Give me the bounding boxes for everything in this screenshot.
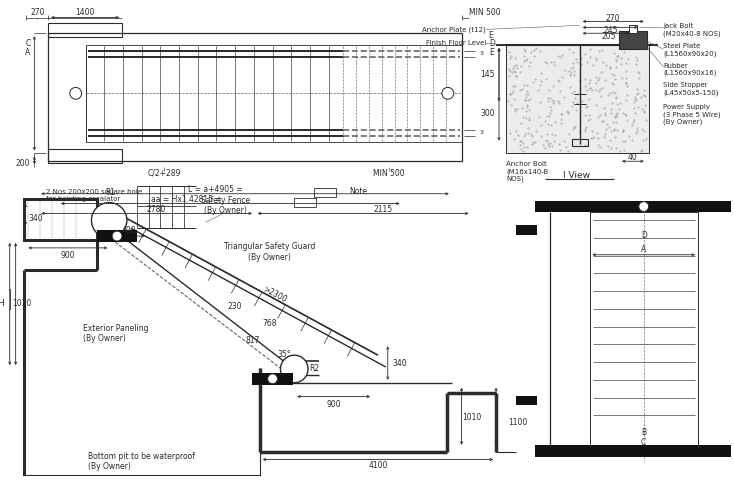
- Text: 245: 245: [603, 26, 617, 35]
- Bar: [48, 33, 462, 161]
- Text: 1100: 1100: [508, 418, 527, 427]
- Bar: [48, 24, 122, 37]
- Bar: [252, 373, 294, 384]
- Bar: [589, 213, 698, 445]
- Text: D: D: [641, 230, 647, 240]
- Text: Steel Plate
(L1560x90x20): Steel Plate (L1560x90x20): [664, 43, 717, 57]
- Bar: [314, 188, 335, 197]
- Text: 2780: 2780: [147, 205, 166, 214]
- Bar: [2, 289, 10, 309]
- Text: C/2+289: C/2+289: [148, 168, 181, 178]
- Text: 3: 3: [479, 130, 483, 135]
- Text: 270: 270: [30, 8, 45, 17]
- Text: 230: 230: [228, 302, 242, 312]
- Text: A: A: [25, 48, 30, 58]
- Bar: [629, 25, 637, 33]
- Text: Bottom pit to be waterproof
(By Owner): Bottom pit to be waterproof (By Owner): [87, 452, 195, 471]
- Text: L = a+4905 =: L = a+4905 =: [188, 185, 243, 194]
- Text: 40: 40: [628, 153, 638, 162]
- Text: Power Supply
(3 Phase 5 Wire)
(By Owner): Power Supply (3 Phase 5 Wire) (By Owner): [664, 104, 721, 125]
- Circle shape: [112, 231, 122, 241]
- Text: Rubber
(L1560x90x16): Rubber (L1560x90x16): [664, 63, 717, 76]
- Text: 340: 340: [28, 214, 43, 223]
- Text: Finish Floor Level: Finish Floor Level: [426, 40, 486, 46]
- Bar: [572, 139, 588, 146]
- Text: C: C: [25, 38, 30, 48]
- Text: 768: 768: [262, 319, 277, 328]
- Circle shape: [70, 87, 81, 99]
- Text: 1400: 1400: [75, 8, 94, 17]
- Circle shape: [92, 203, 127, 238]
- Bar: [506, 45, 649, 154]
- Text: 4100: 4100: [368, 461, 388, 470]
- Text: B: B: [642, 429, 647, 437]
- Bar: [98, 230, 137, 242]
- Bar: [48, 149, 122, 163]
- Text: 1010: 1010: [12, 300, 31, 309]
- Text: Jack Bolt
(M20x40-8 NOS): Jack Bolt (M20x40-8 NOS): [664, 24, 721, 37]
- Text: Anchor Bolt
(M16x140-B
NOS): Anchor Bolt (M16x140-B NOS): [506, 161, 548, 182]
- Text: aa = Hx1.42815 =: aa = Hx1.42815 =: [150, 195, 222, 204]
- Text: 205: 205: [601, 32, 616, 41]
- Bar: [535, 201, 734, 213]
- Bar: [516, 225, 537, 235]
- Text: >2300: >2300: [261, 284, 288, 304]
- Circle shape: [268, 374, 277, 384]
- Text: MIN 500: MIN 500: [470, 8, 501, 17]
- Text: MIN 500: MIN 500: [373, 168, 404, 178]
- Text: D: D: [489, 38, 495, 48]
- Text: 3: 3: [479, 51, 483, 57]
- Text: E: E: [489, 48, 494, 58]
- Text: R2: R2: [309, 364, 319, 373]
- Bar: [516, 396, 537, 406]
- Text: 817: 817: [246, 336, 260, 345]
- Circle shape: [639, 202, 649, 212]
- Circle shape: [442, 87, 454, 99]
- Bar: [294, 198, 316, 206]
- Text: Anchor Plate (t12): Anchor Plate (t12): [423, 26, 486, 33]
- Text: 300: 300: [481, 109, 495, 119]
- Text: 145: 145: [481, 70, 495, 79]
- Text: Triangular Safety Guard
(By Owner): Triangular Safety Guard (By Owner): [224, 242, 316, 262]
- Text: 1010: 1010: [462, 413, 481, 422]
- Bar: [23, 199, 98, 240]
- Text: 200: 200: [16, 159, 30, 168]
- Text: E: E: [488, 31, 493, 40]
- Text: 270: 270: [606, 14, 620, 23]
- Text: 900: 900: [327, 400, 341, 409]
- Text: H: H: [0, 300, 4, 309]
- Bar: [86, 45, 462, 142]
- Text: 35°: 35°: [277, 350, 291, 359]
- Text: I View: I View: [563, 170, 590, 180]
- Circle shape: [280, 355, 308, 383]
- Text: 2 Nos 200x200 square hole
for hoisting escalator: 2 Nos 200x200 square hole for hoisting e…: [46, 189, 142, 202]
- Text: Exterior Paneling
(By Owner): Exterior Paneling (By Owner): [83, 324, 148, 343]
- Text: Note: Note: [349, 187, 367, 196]
- Text: C: C: [641, 438, 647, 447]
- Bar: [535, 445, 734, 456]
- Text: 400: 400: [122, 226, 137, 235]
- Text: 2115: 2115: [374, 205, 393, 214]
- Text: R1: R1: [105, 188, 115, 197]
- Bar: [619, 31, 647, 49]
- Text: Side Stopper
(L45x50x5-150): Side Stopper (L45x50x5-150): [664, 83, 719, 96]
- Text: 340: 340: [392, 359, 407, 368]
- Text: Safety Fence
(By Owner): Safety Fence (By Owner): [201, 196, 250, 215]
- Text: A: A: [641, 245, 647, 254]
- Text: 900: 900: [60, 251, 75, 260]
